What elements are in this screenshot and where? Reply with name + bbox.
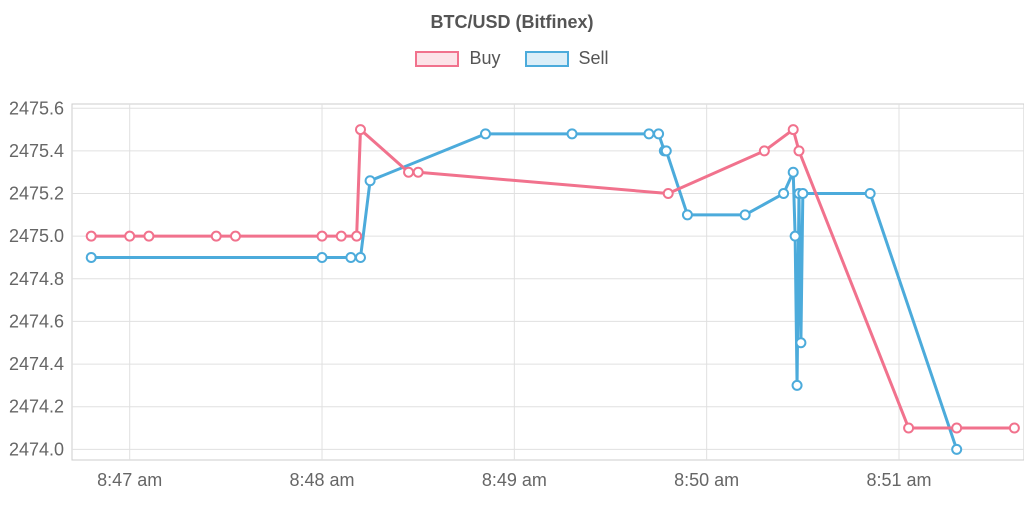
- y-tick-label: 2474.6: [9, 311, 64, 331]
- marker-sell: [741, 210, 750, 219]
- marker-buy: [404, 168, 413, 177]
- marker-buy: [212, 232, 221, 241]
- marker-sell: [791, 232, 800, 241]
- marker-buy: [231, 232, 240, 241]
- x-tick-label: 8:49 am: [482, 470, 547, 490]
- marker-buy: [789, 125, 798, 134]
- x-tick-label: 8:50 am: [674, 470, 739, 490]
- marker-sell: [952, 445, 961, 454]
- y-tick-label: 2475.0: [9, 226, 64, 246]
- marker-buy: [760, 146, 769, 155]
- marker-buy: [904, 424, 913, 433]
- marker-sell: [779, 189, 788, 198]
- x-tick-label: 8:51 am: [866, 470, 931, 490]
- marker-sell: [87, 253, 96, 262]
- marker-sell: [662, 146, 671, 155]
- marker-sell: [798, 189, 807, 198]
- marker-sell: [789, 168, 798, 177]
- y-tick-label: 2474.8: [9, 269, 64, 289]
- y-tick-label: 2475.2: [9, 184, 64, 204]
- marker-sell: [644, 129, 653, 138]
- x-tick-label: 8:47 am: [97, 470, 162, 490]
- y-tick-label: 2474.0: [9, 439, 64, 459]
- marker-buy: [356, 125, 365, 134]
- chart-container: BTC/USD (Bitfinex) Buy Sell 2474.02474.2…: [0, 0, 1024, 513]
- marker-buy: [352, 232, 361, 241]
- marker-sell: [568, 129, 577, 138]
- y-tick-label: 2475.4: [9, 141, 64, 161]
- marker-sell: [683, 210, 692, 219]
- marker-sell: [793, 381, 802, 390]
- y-tick-label: 2474.2: [9, 397, 64, 417]
- marker-buy: [318, 232, 327, 241]
- y-tick-label: 2474.4: [9, 354, 64, 374]
- marker-buy: [664, 189, 673, 198]
- marker-sell: [318, 253, 327, 262]
- chart-svg: 2474.0 2474.2 2474.4 2474.6 2474.8 2475.0 2475…: [0, 0, 1024, 513]
- marker-sell: [366, 176, 375, 185]
- marker-buy: [952, 424, 961, 433]
- marker-sell: [481, 129, 490, 138]
- marker-buy: [144, 232, 153, 241]
- y-tick-label: 2475.6: [9, 98, 64, 118]
- marker-sell: [346, 253, 355, 262]
- marker-sell: [796, 338, 805, 347]
- marker-buy: [1010, 424, 1019, 433]
- marker-sell: [866, 189, 875, 198]
- x-tick-label: 8:48 am: [289, 470, 354, 490]
- marker-buy: [794, 146, 803, 155]
- marker-buy: [125, 232, 134, 241]
- marker-sell: [356, 253, 365, 262]
- marker-buy: [337, 232, 346, 241]
- marker-sell: [654, 129, 663, 138]
- marker-buy: [87, 232, 96, 241]
- marker-buy: [414, 168, 423, 177]
